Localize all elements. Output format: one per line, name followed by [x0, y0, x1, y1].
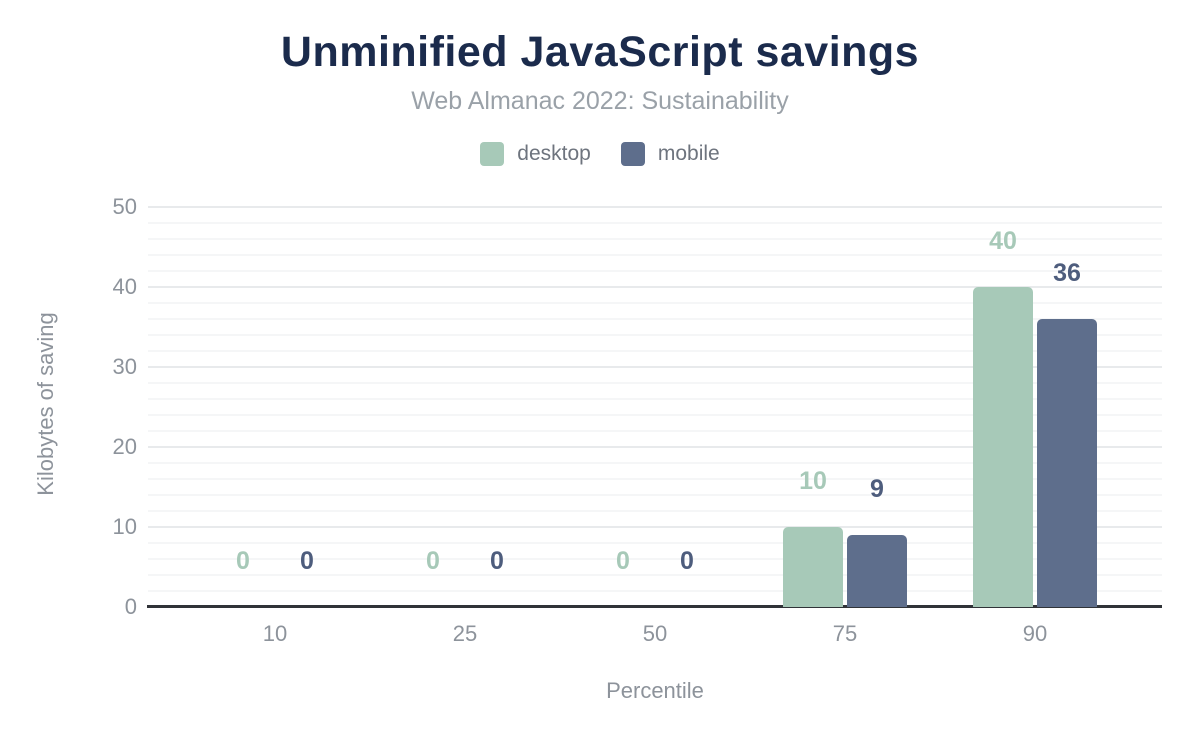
bar-label-desktop-p25: 0 [426, 547, 440, 575]
gridline-minor-26 [148, 398, 1162, 400]
legend-swatch-mobile [620, 142, 645, 166]
gridline-minor-32 [148, 350, 1162, 352]
y-tick-label-20: 20 [112, 434, 137, 459]
x-tick-label-75: 75 [832, 621, 858, 646]
bar-label-desktop-p50: 0 [616, 547, 630, 575]
gridline-minor-36 [148, 318, 1162, 320]
gridline-minor-2 [148, 590, 1162, 592]
gridline-minor-16 [148, 478, 1162, 480]
gridline-minor-42 [148, 270, 1162, 272]
gridline-minor-46 [148, 238, 1162, 240]
bar-label-mobile-p75: 9 [870, 475, 884, 503]
x-tick-label-25: 25 [452, 621, 478, 646]
bar-label-desktop-p90: 40 [989, 227, 1017, 255]
y-tick-label-0: 0 [124, 594, 137, 619]
bar-label-mobile-p10: 0 [300, 547, 314, 575]
gridline-minor-4 [148, 574, 1162, 576]
bar-label-desktop-p75: 10 [799, 467, 827, 495]
y-tick-label-10: 10 [112, 514, 137, 539]
x-tick-label-50: 50 [642, 621, 668, 646]
gridline-minor-48 [148, 222, 1162, 224]
bar-desktop-p90[interactable] [973, 287, 1033, 607]
x-axis-title: Percentile [606, 678, 704, 703]
gridline-minor-28 [148, 382, 1162, 384]
gridline-minor-34 [148, 334, 1162, 336]
gridline-major-50 [148, 206, 1162, 208]
legend-swatch-desktop [480, 142, 505, 166]
legend-label-mobile: mobile [657, 142, 720, 165]
y-axis-title: Kilobytes of saving [33, 312, 58, 496]
legend-item-mobile[interactable]: mobile [620, 142, 720, 166]
gridline-major-20 [148, 446, 1162, 448]
gridline-minor-18 [148, 462, 1162, 464]
gridline-minor-8 [148, 542, 1162, 544]
x-tick-label-90: 90 [1022, 621, 1048, 646]
gridline-minor-44 [148, 254, 1162, 256]
gridline-minor-12 [148, 510, 1162, 512]
gridline-minor-14 [148, 494, 1162, 496]
gridline-minor-38 [148, 302, 1162, 304]
x-axis-line [147, 605, 1162, 608]
legend: desktop mobile [0, 142, 1200, 166]
bar-mobile-p75[interactable] [847, 535, 907, 607]
legend-item-desktop[interactable]: desktop [480, 142, 591, 166]
gridline-major-10 [148, 526, 1162, 528]
bar-label-mobile-p90: 36 [1053, 259, 1081, 287]
bar-label-desktop-p10: 0 [236, 547, 250, 575]
y-tick-label-50: 50 [112, 194, 137, 219]
gridline-minor-22 [148, 430, 1162, 432]
y-tick-label-30: 30 [112, 354, 137, 379]
gridline-minor-24 [148, 414, 1162, 416]
gridline-major-30 [148, 366, 1162, 368]
bar-label-mobile-p50: 0 [680, 547, 694, 575]
gridline-major-40 [148, 286, 1162, 288]
x-tick-label-10: 10 [262, 621, 288, 646]
chart-title: Unminified JavaScript savings [280, 28, 920, 76]
chart-subtitle: Web Almanac 2022: Sustainability [411, 87, 789, 115]
gridline-minor-6 [148, 558, 1162, 560]
bar-desktop-p75[interactable] [783, 527, 843, 607]
bar-label-mobile-p25: 0 [490, 547, 504, 575]
bar-mobile-p90[interactable] [1037, 319, 1097, 607]
y-tick-label-40: 40 [112, 274, 137, 299]
legend-label-desktop: desktop [517, 142, 591, 165]
